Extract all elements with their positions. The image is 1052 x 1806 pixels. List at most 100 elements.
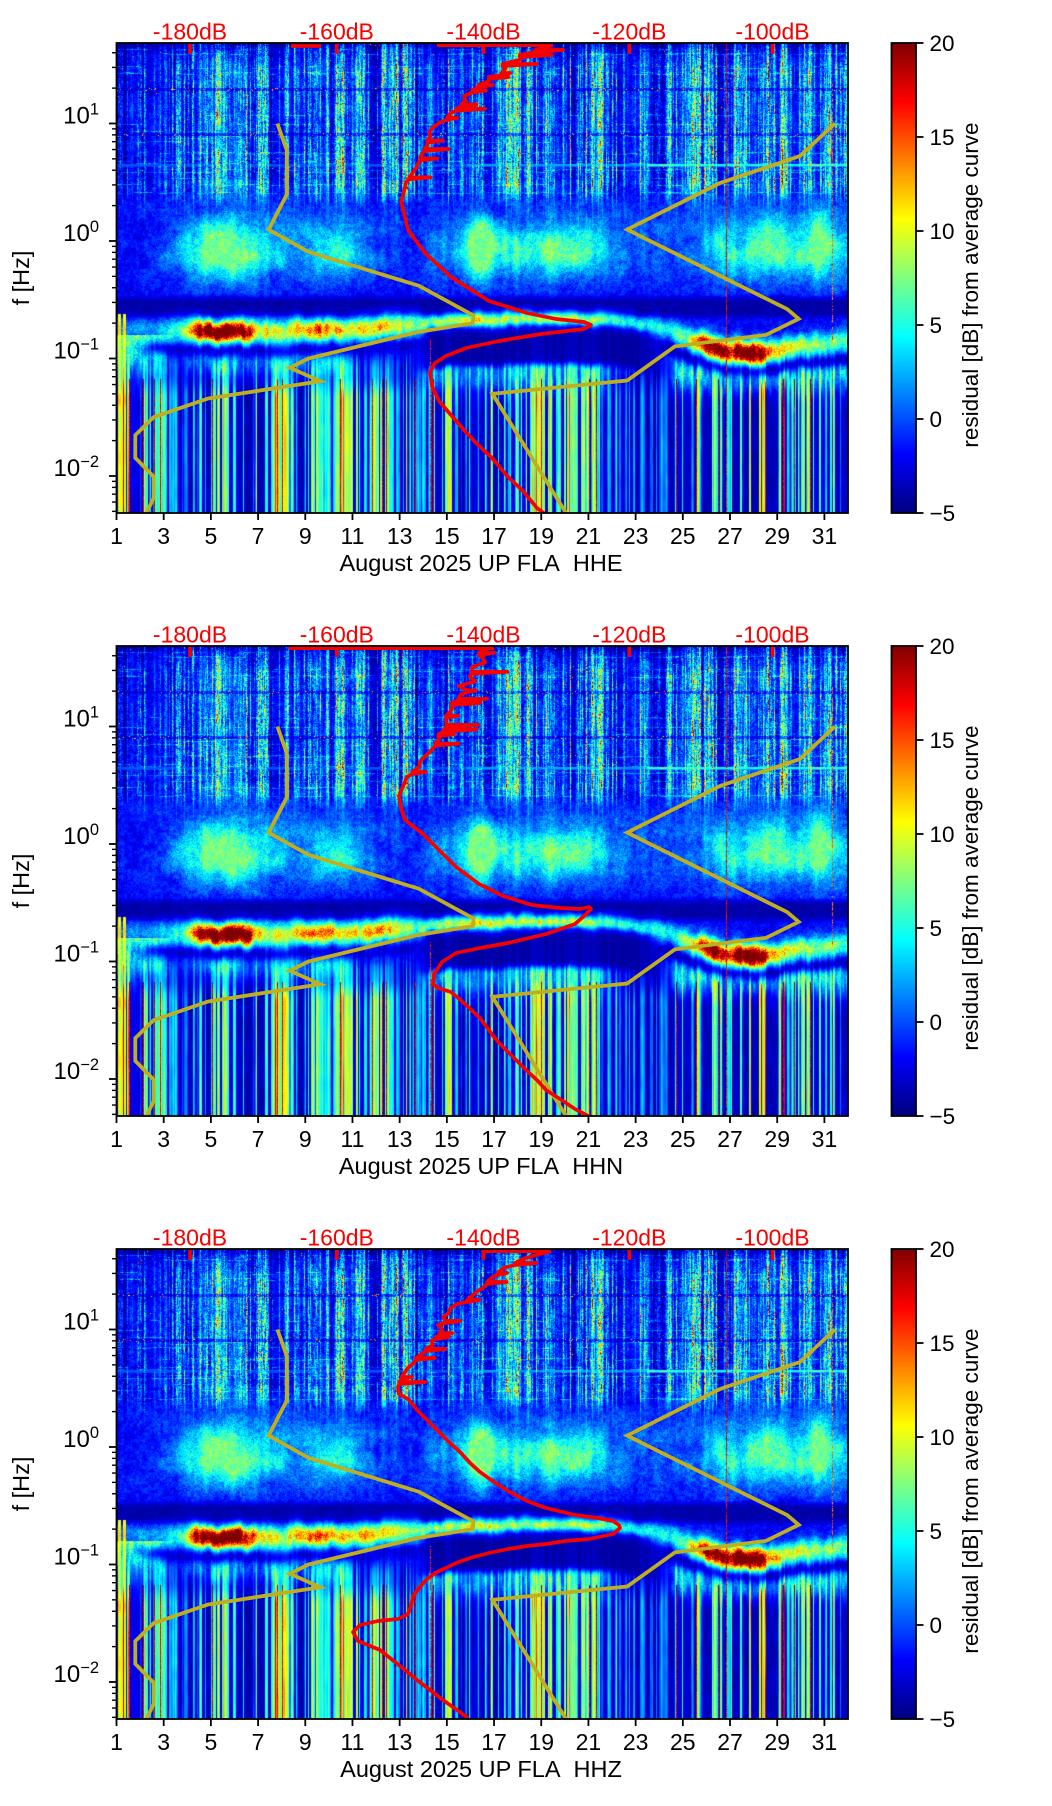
svg-text:25: 25	[670, 1729, 696, 1755]
svg-text:7: 7	[252, 1126, 265, 1152]
svg-text:15: 15	[930, 728, 955, 753]
svg-text:15: 15	[434, 1729, 460, 1755]
svg-text:-100dB: -100dB	[735, 1225, 809, 1251]
svg-text:August 2025 UP FLA HHN: August 2025 UP FLA HHN	[339, 1153, 623, 1179]
svg-text:5: 5	[204, 1126, 217, 1152]
svg-text:-160dB: -160dB	[300, 1225, 374, 1251]
svg-text:3: 3	[157, 523, 170, 549]
svg-text:31: 31	[812, 1126, 838, 1152]
svg-text:-180dB: -180dB	[153, 19, 227, 45]
svg-text:13: 13	[387, 1729, 413, 1755]
svg-text:27: 27	[717, 1729, 743, 1755]
svg-text:15: 15	[930, 125, 955, 150]
svg-text:11: 11	[341, 1729, 365, 1755]
svg-text:f [Hz]: f [Hz]	[8, 251, 34, 306]
svg-text:−5: −5	[930, 501, 956, 526]
svg-text:10: 10	[930, 1425, 955, 1450]
svg-text:residual [dB] from average cur: residual [dB] from average curve	[958, 725, 983, 1050]
svg-text:1: 1	[110, 523, 123, 549]
svg-text:19: 19	[528, 1729, 554, 1755]
svg-text:0: 0	[930, 1613, 943, 1638]
svg-text:10: 10	[930, 822, 955, 847]
svg-text:21: 21	[576, 523, 602, 549]
svg-text:5: 5	[930, 1519, 943, 1544]
svg-text:29: 29	[764, 1729, 790, 1755]
svg-text:15: 15	[930, 1331, 955, 1356]
svg-text:1: 1	[110, 1729, 123, 1755]
svg-text:1: 1	[110, 1126, 123, 1152]
svg-text:25: 25	[670, 1126, 696, 1152]
svg-text:August 2025 UP FLA HHZ: August 2025 UP FLA HHZ	[340, 1756, 622, 1782]
svg-text:31: 31	[812, 523, 838, 549]
svg-text:-140dB: -140dB	[446, 622, 520, 648]
svg-text:5: 5	[204, 523, 217, 549]
svg-text:21: 21	[576, 1729, 602, 1755]
svg-text:10−1: 10−1	[53, 335, 99, 364]
svg-text:101: 101	[63, 703, 99, 732]
svg-text:f [Hz]: f [Hz]	[8, 1457, 34, 1512]
svg-text:29: 29	[764, 1126, 790, 1152]
svg-text:15: 15	[434, 523, 460, 549]
svg-text:-180dB: -180dB	[153, 622, 227, 648]
svg-text:100: 100	[63, 218, 99, 247]
svg-text:3: 3	[157, 1729, 170, 1755]
svg-text:7: 7	[252, 1729, 265, 1755]
svg-text:10−1: 10−1	[53, 1541, 99, 1570]
svg-text:31: 31	[812, 1729, 838, 1755]
svg-text:27: 27	[717, 523, 743, 549]
svg-text:100: 100	[63, 821, 99, 850]
svg-text:9: 9	[299, 523, 312, 549]
svg-text:5: 5	[204, 1729, 217, 1755]
svg-text:9: 9	[299, 1126, 312, 1152]
svg-text:17: 17	[481, 1126, 507, 1152]
svg-text:20: 20	[930, 31, 955, 56]
svg-text:13: 13	[387, 1126, 413, 1152]
svg-text:August 2025 UP FLA HHE: August 2025 UP FLA HHE	[339, 550, 622, 576]
svg-text:7: 7	[252, 523, 265, 549]
svg-text:15: 15	[434, 1126, 460, 1152]
svg-text:23: 23	[623, 1126, 649, 1152]
svg-text:101: 101	[63, 100, 99, 129]
svg-text:10−2: 10−2	[53, 453, 99, 482]
svg-text:19: 19	[528, 1126, 554, 1152]
svg-text:−5: −5	[930, 1707, 956, 1732]
svg-text:-120dB: -120dB	[592, 622, 666, 648]
svg-text:−5: −5	[930, 1104, 956, 1129]
svg-text:-180dB: -180dB	[153, 1225, 227, 1251]
svg-text:20: 20	[930, 634, 955, 659]
svg-text:11: 11	[341, 1126, 365, 1152]
svg-text:-160dB: -160dB	[300, 622, 374, 648]
svg-text:101: 101	[63, 1306, 99, 1335]
svg-text:9: 9	[299, 1729, 312, 1755]
svg-text:100: 100	[63, 1424, 99, 1453]
svg-text:-100dB: -100dB	[735, 19, 809, 45]
svg-text:10−1: 10−1	[53, 938, 99, 967]
svg-text:-140dB: -140dB	[446, 1225, 520, 1251]
svg-text:23: 23	[623, 523, 649, 549]
svg-text:10−2: 10−2	[53, 1056, 99, 1085]
svg-text:residual [dB] from average cur: residual [dB] from average curve	[958, 122, 983, 447]
svg-text:residual [dB] from average cur: residual [dB] from average curve	[958, 1328, 983, 1653]
svg-text:21: 21	[576, 1126, 602, 1152]
svg-text:11: 11	[341, 523, 365, 549]
svg-text:20: 20	[930, 1237, 955, 1262]
svg-text:13: 13	[387, 523, 413, 549]
svg-text:0: 0	[930, 1010, 943, 1035]
svg-text:-120dB: -120dB	[592, 1225, 666, 1251]
svg-text:-160dB: -160dB	[300, 19, 374, 45]
svg-text:-100dB: -100dB	[735, 622, 809, 648]
svg-text:5: 5	[930, 916, 943, 941]
svg-text:-140dB: -140dB	[446, 19, 520, 45]
svg-text:5: 5	[930, 313, 943, 338]
svg-text:3: 3	[157, 1126, 170, 1152]
svg-text:-120dB: -120dB	[592, 19, 666, 45]
svg-text:25: 25	[670, 523, 696, 549]
svg-text:10: 10	[930, 219, 955, 244]
svg-text:23: 23	[623, 1729, 649, 1755]
svg-text:10−2: 10−2	[53, 1659, 99, 1688]
svg-text:17: 17	[481, 1729, 507, 1755]
svg-text:27: 27	[717, 1126, 743, 1152]
svg-text:f [Hz]: f [Hz]	[8, 854, 34, 909]
svg-text:29: 29	[764, 523, 790, 549]
svg-text:19: 19	[528, 523, 554, 549]
